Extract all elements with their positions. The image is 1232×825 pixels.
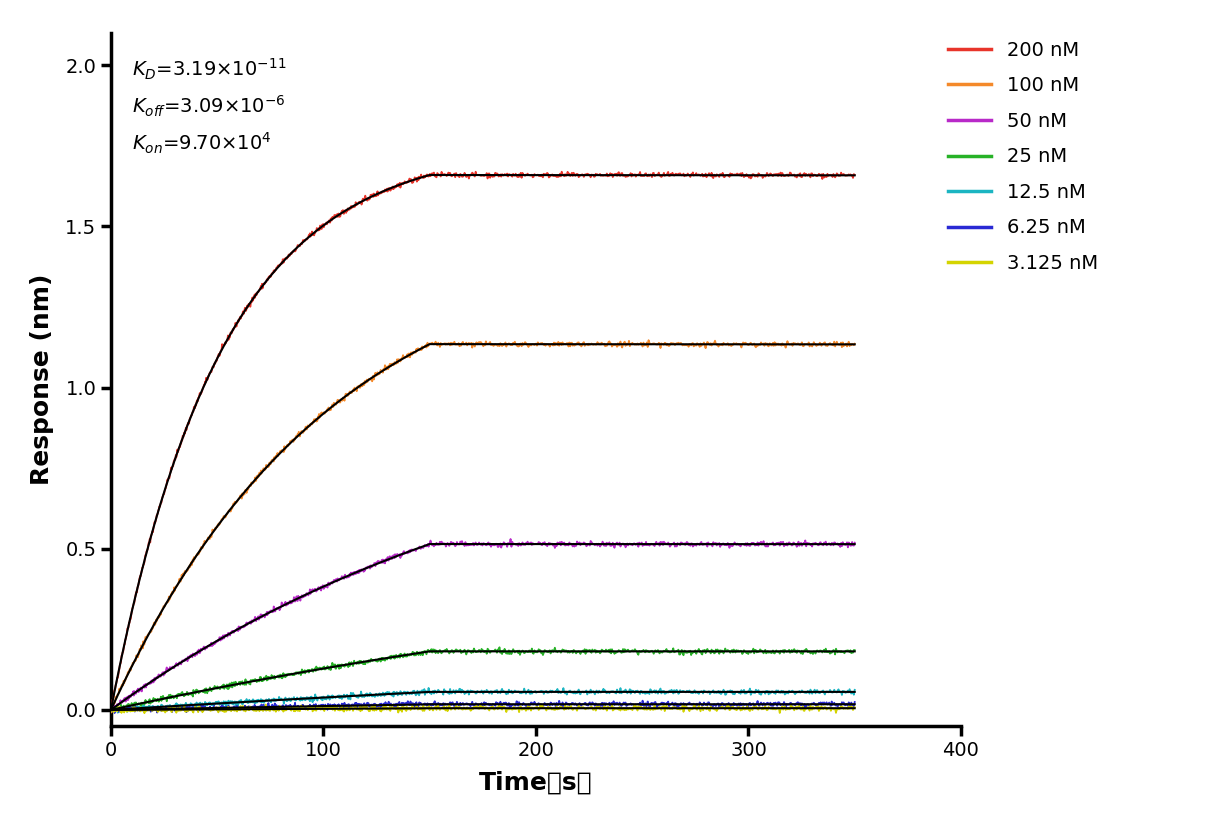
- 25 nM: [149, 696, 164, 706]
- 200 nM: [554, 167, 569, 177]
- 3.125 nM: [812, 702, 827, 712]
- 100 nM: [103, 704, 118, 714]
- Line: 12.5 nM: 12.5 nM: [111, 688, 855, 713]
- 6.25 nM: [253, 701, 267, 711]
- 12.5 nM: [103, 705, 118, 714]
- Line: 50 nM: 50 nM: [111, 539, 855, 710]
- 50 nM: [503, 534, 517, 544]
- Y-axis label: Response (nm): Response (nm): [30, 274, 54, 485]
- 50 nM: [149, 673, 164, 683]
- 50 nM: [103, 703, 118, 713]
- 25 nM: [253, 676, 267, 686]
- Line: 200 nM: 200 nM: [111, 172, 855, 710]
- 200 nM: [346, 202, 361, 212]
- 25 nM: [346, 658, 361, 668]
- 200 nM: [632, 170, 647, 180]
- 12.5 nM: [346, 690, 361, 700]
- 12.5 nM: [633, 689, 648, 699]
- X-axis label: Time（s）: Time（s）: [479, 771, 593, 794]
- 6.25 nM: [107, 708, 122, 718]
- 25 nM: [492, 643, 506, 653]
- 6.25 nM: [346, 700, 361, 710]
- 3.125 nM: [346, 704, 361, 714]
- 200 nM: [251, 285, 266, 295]
- 200 nM: [148, 516, 163, 526]
- 6.25 nM: [103, 704, 118, 714]
- 25 nM: [633, 647, 648, 657]
- 100 nM: [103, 708, 118, 718]
- 3.125 nM: [137, 708, 152, 718]
- 12.5 nM: [149, 705, 164, 714]
- 100 nM: [632, 339, 647, 349]
- 25 nM: [103, 705, 118, 714]
- 12.5 nM: [132, 701, 147, 711]
- 50 nM: [253, 612, 267, 622]
- 12.5 nM: [848, 685, 862, 695]
- 100 nM: [346, 384, 361, 394]
- 50 nM: [346, 570, 361, 580]
- 25 nM: [132, 700, 147, 710]
- 3.125 nM: [442, 700, 457, 710]
- 200 nM: [132, 576, 147, 586]
- 12.5 nM: [812, 688, 827, 698]
- 200 nM: [103, 705, 118, 714]
- 50 nM: [633, 540, 648, 549]
- 50 nM: [132, 686, 147, 696]
- Line: 100 nM: 100 nM: [111, 340, 855, 713]
- 50 nM: [848, 538, 862, 548]
- 12.5 nM: [111, 708, 126, 718]
- 3.125 nM: [253, 706, 267, 716]
- Text: $K_D$=3.19×10$^{-11}$
$K_{off}$=3.09×10$^{-6}$
$K_{on}$=9.70×10$^{4}$: $K_D$=3.19×10$^{-11}$ $K_{off}$=3.09×10$…: [132, 57, 287, 157]
- 100 nM: [253, 468, 267, 478]
- 6.25 nM: [632, 700, 647, 710]
- 6.25 nM: [636, 695, 650, 705]
- 6.25 nM: [149, 705, 164, 715]
- 50 nM: [105, 705, 120, 715]
- 3.125 nM: [633, 704, 648, 714]
- 3.125 nM: [848, 702, 862, 712]
- 12.5 nM: [253, 695, 267, 705]
- 100 nM: [848, 339, 862, 349]
- Legend: 200 nM, 100 nM, 50 nM, 25 nM, 12.5 nM, 6.25 nM, 3.125 nM: 200 nM, 100 nM, 50 nM, 25 nM, 12.5 nM, 6…: [940, 33, 1105, 280]
- 25 nM: [848, 645, 862, 655]
- 100 nM: [149, 615, 164, 625]
- 50 nM: [812, 538, 827, 548]
- Line: 25 nM: 25 nM: [111, 648, 855, 711]
- 3.125 nM: [149, 705, 164, 714]
- 6.25 nM: [848, 697, 862, 707]
- Line: 6.25 nM: 6.25 nM: [111, 700, 855, 713]
- 25 nM: [103, 706, 118, 716]
- 100 nM: [641, 335, 655, 345]
- 100 nM: [812, 337, 827, 347]
- 6.25 nM: [132, 705, 147, 714]
- 6.25 nM: [812, 699, 827, 709]
- 100 nM: [132, 644, 147, 654]
- 3.125 nM: [103, 706, 118, 716]
- 25 nM: [812, 646, 827, 656]
- 3.125 nM: [132, 705, 147, 714]
- 12.5 nM: [421, 683, 436, 693]
- 200 nM: [812, 169, 827, 179]
- 200 nM: [848, 170, 862, 180]
- Line: 3.125 nM: 3.125 nM: [111, 705, 855, 713]
